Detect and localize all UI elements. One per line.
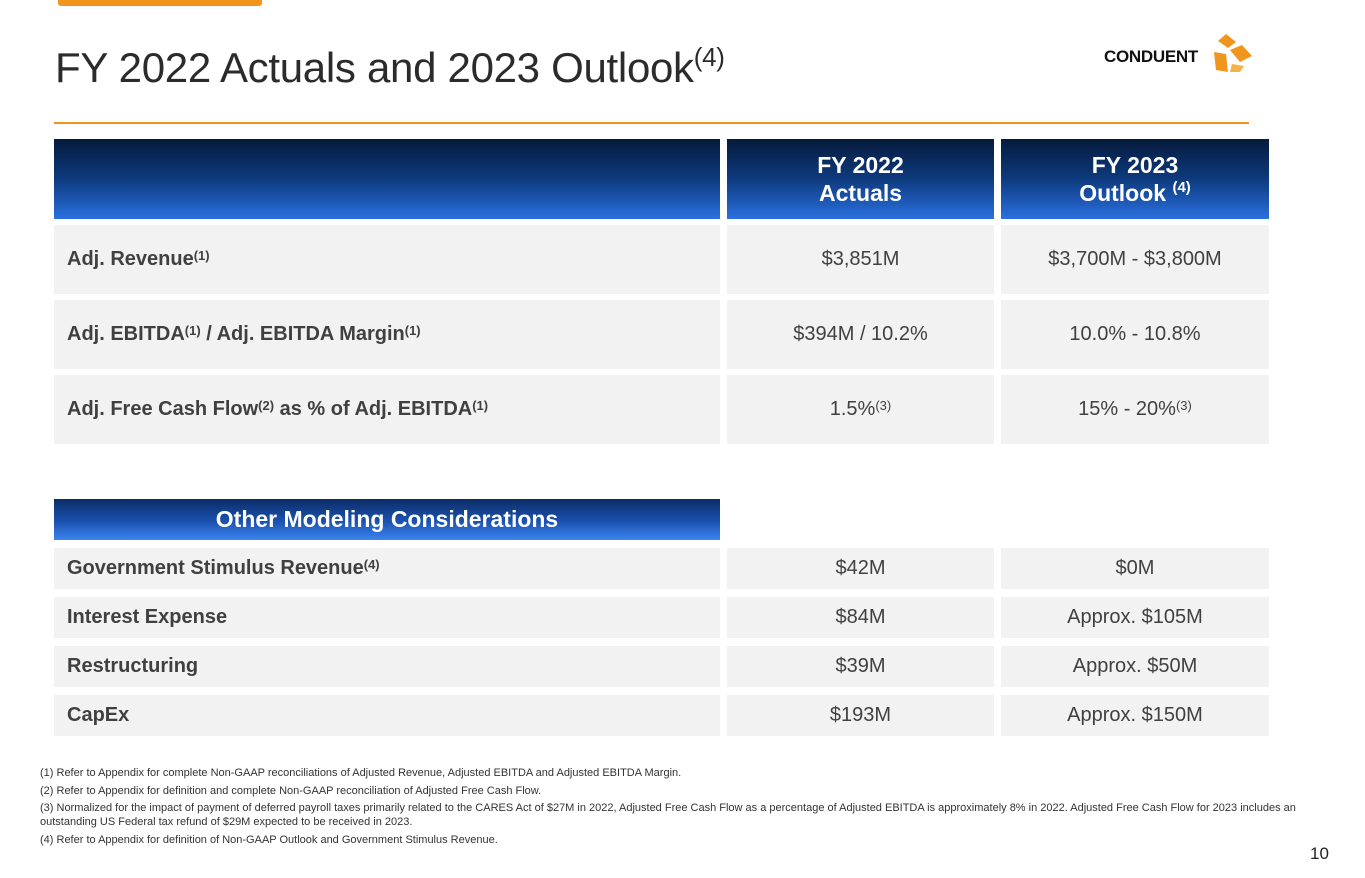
page-number: 10 [1310, 844, 1329, 863]
row-label-adj-revenue: Adj. Revenue [67, 248, 194, 270]
footnote-ref: (1) [404, 323, 421, 338]
table-row-label: Adj. Free Cash Flow (2) as % of Adj. EBIT… [54, 375, 720, 444]
value-adj-ebitda-actual: $394M / 10.2% [793, 323, 928, 345]
top-accent-bar [58, 0, 262, 6]
row-label-gov-stimulus: Government Stimulus Revenue [67, 557, 364, 579]
footnote-4: (4) Refer to Appendix for definition of … [40, 833, 498, 846]
row-label-interest-expense: Interest Expense [67, 606, 228, 628]
header-fy2023-footnote: (4) [1172, 179, 1191, 196]
value-adj-fcf-outlook: 15% - 20% [1078, 398, 1176, 420]
other-considerations-header: Other Modeling Considerations [54, 499, 720, 540]
slide-title: FY 2022 Actuals and 2023 Outlook(4) [55, 42, 725, 92]
table-row-label: Interest Expense [54, 597, 720, 638]
value-interest-expense-outlook: Approx. $105M [1067, 606, 1203, 628]
value-interest-expense-actual: $84M [835, 606, 886, 628]
value-adj-fcf-actual: 1.5% [829, 398, 876, 420]
footnote-ref: (4) [363, 557, 380, 572]
table-cell-actual: $193M [727, 695, 994, 736]
table-cell-outlook: $3,700M - $3,800M [1001, 225, 1269, 294]
slide-title-footnote: (4) [693, 42, 725, 72]
conduent-mark-icon [1214, 34, 1252, 72]
table-cell-outlook: Approx. $50M [1001, 646, 1269, 687]
value-gov-stimulus-actual: $42M [835, 557, 886, 579]
value-adj-revenue-outlook: $3,700M - $3,800M [1048, 248, 1222, 270]
table-cell-actual: $394M / 10.2% [727, 300, 994, 369]
footnote-ref: (1) [184, 323, 201, 338]
footnote-1: (1) Refer to Appendix for complete Non-G… [40, 767, 682, 779]
value-gov-stimulus-outlook: $0M [1115, 557, 1155, 579]
table-cell-outlook: Approx. $105M [1001, 597, 1269, 638]
footnote-ref: (1) [193, 248, 210, 263]
table-cell-actual: $3,851M [727, 225, 994, 294]
footnote-3: (3) Normalized for the impact of payment… [40, 802, 1296, 828]
table-header-fy2022: FY 2022 Actuals [727, 139, 994, 219]
table-row-label: Adj. EBITDA (1) / Adj. EBITDA Margin (1) [54, 300, 720, 369]
value-adj-ebitda-outlook: 10.0% - 10.8% [1069, 323, 1201, 345]
table-cell-outlook: 15% - 20% (3) [1001, 375, 1269, 444]
row-label-adj-ebitda: Adj. EBITDA [67, 323, 185, 345]
header-fy2022-line2: Actuals [818, 180, 903, 206]
table-row-label: CapEx [54, 695, 720, 736]
header-fy2023-line2-wrap: Outlook (4) [1079, 179, 1191, 207]
value-adj-revenue-actual: $3,851M [821, 248, 900, 270]
footnotes: (1) Refer to Appendix for complete Non-G… [40, 766, 1345, 850]
header-fy2023-line1: FY 2023 [1091, 152, 1179, 178]
value-restructuring-actual: $39M [835, 655, 886, 677]
header-fy2023-line2: Outlook [1079, 180, 1167, 206]
footnote-2: (2) Refer to Appendix for definition and… [40, 784, 542, 797]
title-divider [54, 122, 1249, 124]
other-considerations-title: Other Modeling Considerations [215, 506, 559, 532]
row-label-fcf-pct: as % of Adj. EBITDA [274, 398, 473, 420]
footnote-ref: (2) [258, 398, 275, 413]
footnote-ref: (3) [875, 398, 892, 413]
value-capex-outlook: Approx. $150M [1067, 704, 1203, 726]
table-header-blank [54, 139, 720, 219]
table-cell-outlook: 10.0% - 10.8% [1001, 300, 1269, 369]
conduent-logo: CONDUENT [1104, 34, 1254, 74]
row-label-restructuring: Restructuring [67, 655, 199, 677]
logo-text: CONDUENT [1104, 47, 1198, 66]
table-cell-outlook: Approx. $150M [1001, 695, 1269, 736]
table-row-label: Restructuring [54, 646, 720, 687]
table-header-fy2023: FY 2023 Outlook (4) [1001, 139, 1269, 219]
footnote-ref: (3) [1175, 398, 1192, 413]
table-row-label: Government Stimulus Revenue (4) [54, 548, 720, 589]
table-row-label: Adj. Revenue (1) [54, 225, 720, 294]
table-cell-actual: 1.5% (3) [727, 375, 994, 444]
row-label-capex: CapEx [67, 704, 130, 726]
table-cell-actual: $39M [727, 646, 994, 687]
table-cell-actual: $84M [727, 597, 994, 638]
row-label-ebitda-margin: / Adj. EBITDA Margin [200, 323, 405, 345]
value-restructuring-outlook: Approx. $50M [1072, 655, 1198, 677]
row-label-adj-fcf: Adj. Free Cash Flow [67, 398, 259, 420]
slide-title-text: FY 2022 Actuals and 2023 Outlook [55, 44, 694, 91]
table-cell-actual: $42M [727, 548, 994, 589]
value-capex-actual: $193M [829, 704, 892, 726]
table-cell-outlook: $0M [1001, 548, 1269, 589]
footnote-ref: (1) [472, 398, 489, 413]
header-fy2022-line1: FY 2022 [817, 152, 904, 178]
